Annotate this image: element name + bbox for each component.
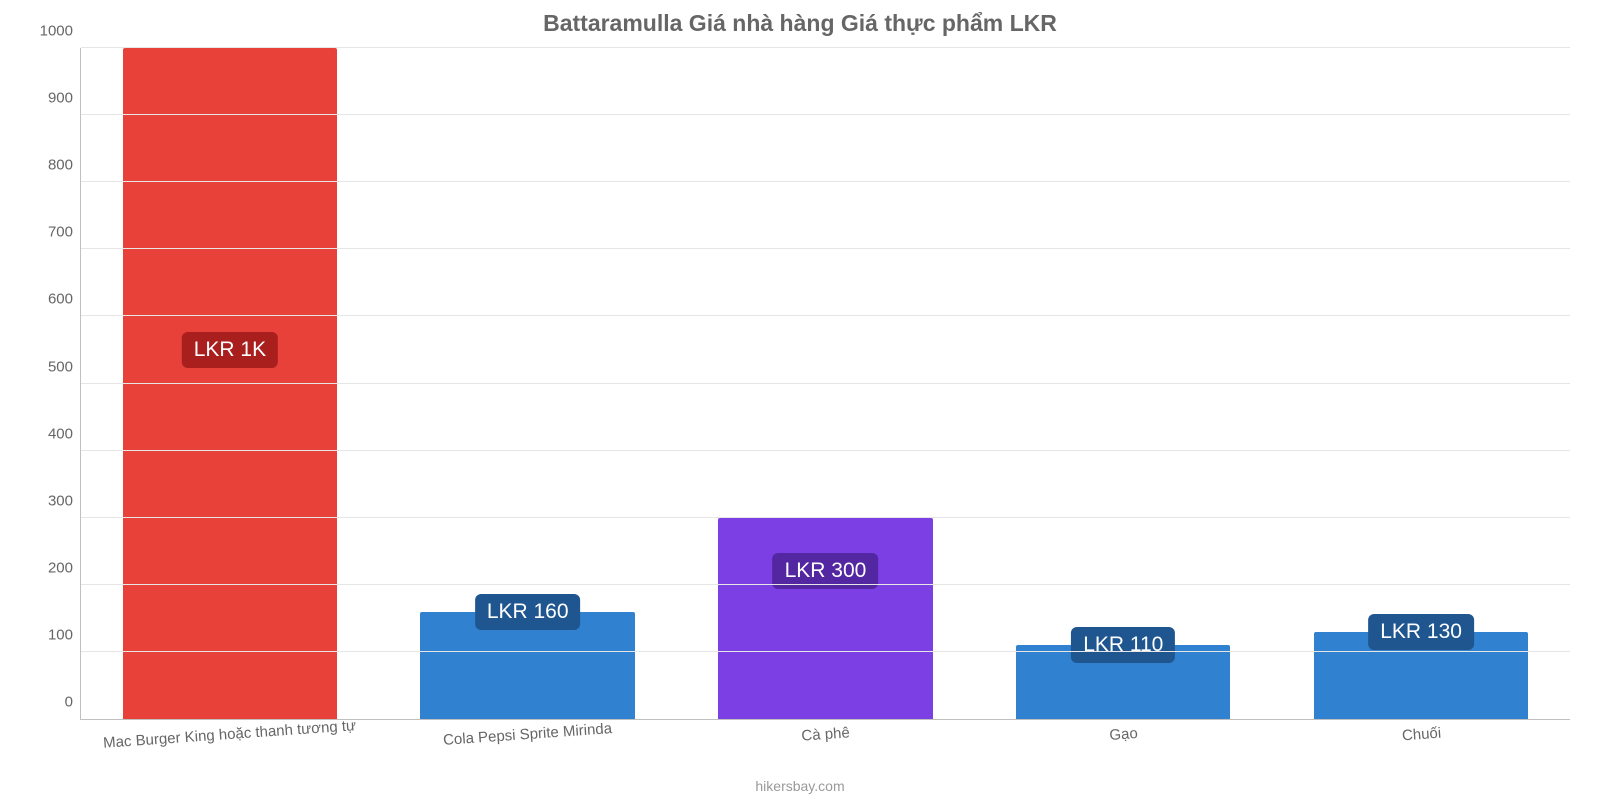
grid-line	[81, 517, 1570, 518]
grid-line	[81, 47, 1570, 48]
x-tick-label: Gạo	[1109, 725, 1138, 744]
grid-line	[81, 181, 1570, 182]
grid-line	[81, 114, 1570, 115]
y-tick-label: 100	[48, 626, 81, 643]
bar	[123, 48, 337, 719]
x-tick-label: Cola Pepsi Sprite Mirinda	[443, 720, 613, 749]
attribution-text: hikersbay.com	[0, 778, 1600, 794]
y-tick-label: 300	[48, 492, 81, 509]
price-bar-chart: Battaramulla Giá nhà hàng Giá thực phẩm …	[0, 0, 1600, 800]
bar-slot: LKR 1K	[81, 48, 379, 719]
y-tick-label: 700	[48, 224, 81, 241]
value-badge: LKR 130	[1368, 614, 1474, 650]
chart-title: Battaramulla Giá nhà hàng Giá thực phẩm …	[0, 10, 1600, 37]
x-tick-label: Chuối	[1401, 725, 1441, 745]
x-label-slot: Chuối	[1272, 726, 1570, 770]
value-badge: LKR 110	[1071, 627, 1175, 663]
y-tick-label: 400	[48, 425, 81, 442]
grid-line	[81, 383, 1570, 384]
x-tick-label: Cà phê	[801, 724, 850, 744]
y-tick-label: 0	[65, 694, 81, 711]
bar-slot: LKR 300	[677, 48, 975, 719]
grid-line	[81, 584, 1570, 585]
y-tick-label: 900	[48, 90, 81, 107]
bar-slot: LKR 160	[379, 48, 677, 719]
x-label-slot: Gạo	[974, 726, 1272, 770]
y-tick-label: 500	[48, 358, 81, 375]
y-tick-label: 200	[48, 559, 81, 576]
bars-container: LKR 1K LKR 160 LKR 300 LKR 110 LKR 130	[81, 48, 1570, 719]
grid-line	[81, 248, 1570, 249]
x-label-slot: Cà phê	[676, 726, 974, 770]
grid-line	[81, 315, 1570, 316]
x-label-slot: Mac Burger King hoặc thanh tương tự	[80, 726, 378, 770]
x-label-slot: Cola Pepsi Sprite Mirinda	[378, 726, 676, 770]
x-tick-label: Mac Burger King hoặc thanh tương tự	[103, 717, 357, 752]
y-tick-label: 800	[48, 157, 81, 174]
y-tick-label: 1000	[40, 23, 81, 40]
bar	[718, 518, 932, 719]
plot-area: LKR 1KLKR 160LKR 300LKR 110LKR 130 01002…	[80, 48, 1570, 720]
bar-slot: LKR 110	[974, 48, 1272, 719]
value-badge: LKR 160	[475, 594, 581, 630]
value-badge: LKR 1K	[182, 332, 278, 368]
x-axis-labels: Mac Burger King hoặc thanh tương tựCola …	[80, 726, 1570, 770]
bar-slot: LKR 130	[1272, 48, 1570, 719]
grid-line	[81, 450, 1570, 451]
grid-line	[81, 651, 1570, 652]
y-tick-label: 600	[48, 291, 81, 308]
